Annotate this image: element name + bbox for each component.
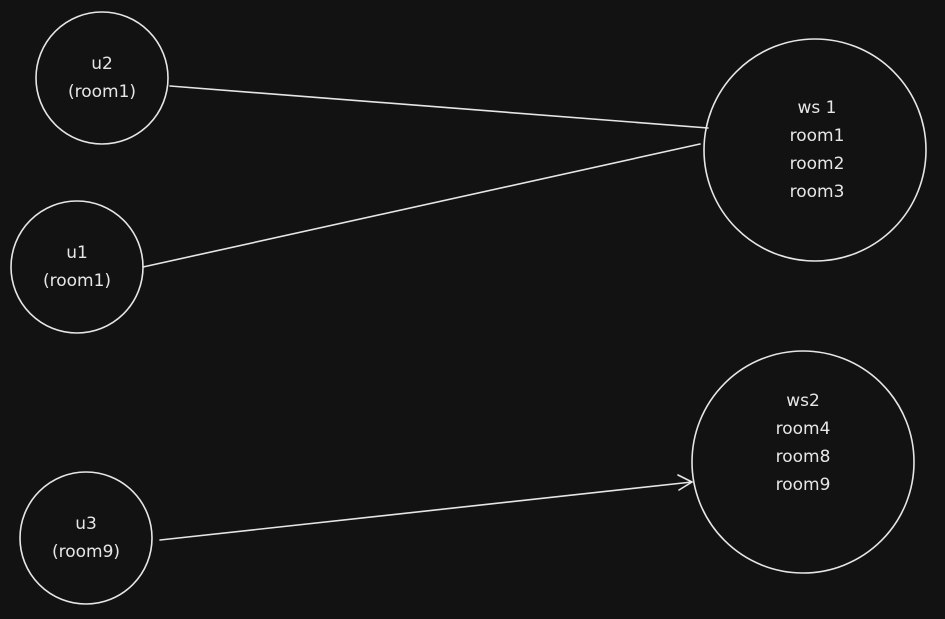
node-u3-label: u3 (room9) [52,510,120,566]
node-ws1-label: ws 1 room1 room2 room3 [790,94,845,206]
node-ws2-name: ws2 [786,391,820,411]
node-u1-name: u1 [66,243,88,263]
node-u1-room: (room1) [42,271,112,291]
connection-u2-ws1 [169,85,709,129]
node-u3-name: u3 [75,514,97,534]
connection-u3-ws2 [159,481,693,541]
node-u3-room: (room9) [51,542,121,562]
connection-u3-ws2-arrowhead [677,474,693,491]
node-u2-label: u2 (room1) [68,50,136,106]
node-u2-room: (room1) [67,82,137,102]
node-u2-circle[interactable] [35,11,169,145]
node-ws1-name: ws 1 [797,98,837,118]
node-u3-circle[interactable] [19,471,153,605]
node-ws1-room-3: room3 [789,182,845,202]
node-ws2-circle[interactable] [691,350,915,574]
node-u1-label: u1 (room1) [43,239,111,295]
node-ws2-room-2: room8 [775,447,831,467]
node-ws2-room-1: room4 [775,419,831,439]
node-ws1-room-1: room1 [789,126,845,146]
node-u2-name: u2 [91,54,113,74]
connection-u1-ws1 [142,143,701,268]
node-ws1-circle[interactable] [703,38,927,262]
node-ws2-room-3: room9 [775,475,831,495]
node-ws2-label: ws2 room4 room8 room9 [776,387,831,499]
node-ws1-room-2: room2 [789,154,845,174]
